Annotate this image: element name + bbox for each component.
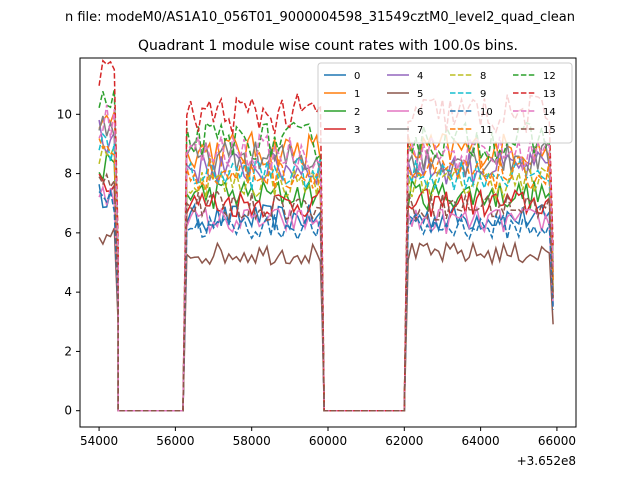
x-tick-label: 60000 (309, 434, 347, 448)
legend-label: 14 (543, 107, 556, 118)
x-tick-label: 62000 (385, 434, 423, 448)
legend-label: 7 (417, 125, 423, 136)
series-line (98, 151, 554, 412)
series-line (98, 172, 554, 412)
legend-box (317, 62, 573, 144)
legend-label: 4 (417, 71, 423, 82)
y-tick-label: 2 (64, 344, 72, 358)
series-line (98, 184, 554, 412)
x-offset-text: +3.652e8 (517, 454, 576, 468)
y-tick-label: 10 (57, 107, 72, 121)
legend-label: 3 (354, 125, 360, 136)
legend-label: 2 (354, 107, 360, 118)
chart-title: Quadrant 1 module wise count rates with … (138, 38, 518, 54)
figure-suptitle: n file: modeM0/AS1A10_056T01_9000004598_… (65, 10, 575, 25)
legend-label: 13 (543, 89, 556, 100)
x-tick-label: 66000 (538, 434, 576, 448)
x-tick-label: 56000 (156, 434, 194, 448)
series-line (98, 138, 554, 412)
legend-label: 11 (480, 125, 493, 136)
y-tick-label: 4 (64, 285, 72, 299)
legend-label: 6 (417, 107, 423, 118)
y-axis: 0 2 4 6 8 10 (57, 107, 80, 418)
x-tick-label: 64000 (462, 434, 500, 448)
x-tick-label: 58000 (233, 434, 271, 448)
series-line (98, 119, 554, 412)
legend-label: 10 (480, 107, 493, 118)
x-axis: 54000 56000 58000 60000 62000 64000 66000 (80, 427, 576, 448)
y-tick-label: 6 (64, 226, 72, 240)
legend-label: 5 (417, 89, 423, 100)
legend-label: 1 (354, 89, 360, 100)
series-line (98, 183, 554, 412)
legend-label: 8 (480, 71, 486, 82)
x-tick-label: 54000 (80, 434, 118, 448)
legend-label: 12 (543, 71, 556, 82)
series-line (98, 115, 554, 412)
series-line (98, 111, 554, 412)
plot-lines (98, 59, 554, 412)
series-line (98, 173, 554, 412)
legend-label: 0 (354, 71, 360, 82)
legend-label: 15 (543, 125, 556, 136)
legend-label: 9 (480, 89, 486, 100)
series-line (98, 188, 554, 412)
series-line (98, 227, 554, 412)
y-tick-label: 8 (64, 167, 72, 181)
y-tick-label: 0 (64, 404, 72, 418)
